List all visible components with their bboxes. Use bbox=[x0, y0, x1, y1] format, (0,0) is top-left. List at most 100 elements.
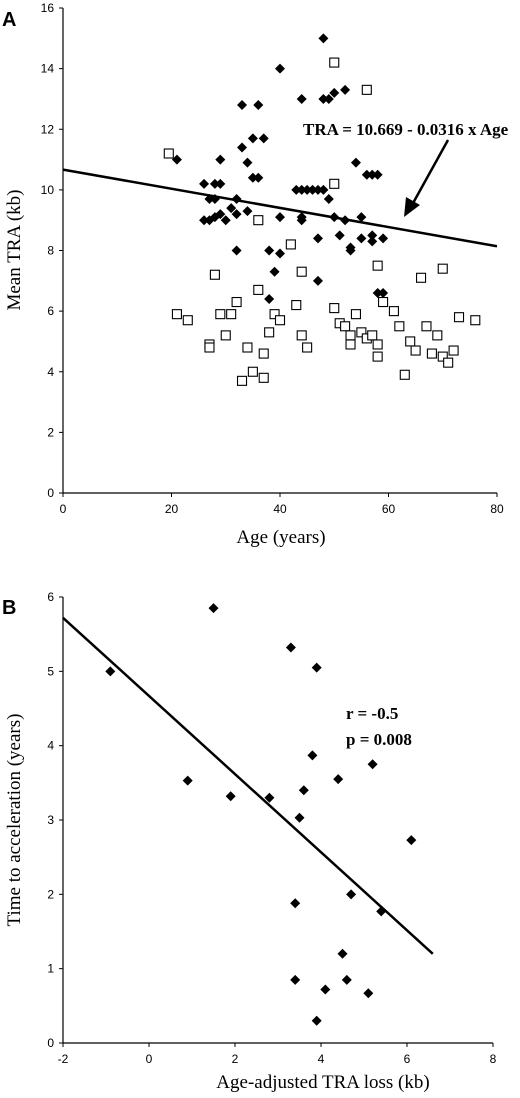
panel-a-point-open-square bbox=[437, 263, 448, 274]
panel-a-x-tick-label: 80 bbox=[490, 502, 504, 516]
panel-b-point-filled-diamond bbox=[225, 791, 236, 802]
panel-a-point-open-square bbox=[361, 84, 372, 95]
panel-b-y-tick-label: 0 bbox=[47, 1036, 54, 1050]
panel-b-point-filled-diamond bbox=[311, 1015, 322, 1026]
panel-a-point-open-square bbox=[388, 306, 399, 317]
panel-a-point-open-square bbox=[329, 57, 340, 68]
panel-b-p-value: p = 0.008 bbox=[346, 730, 412, 749]
panel-a-point-filled-diamond bbox=[231, 209, 242, 220]
panel-a-point-filled-diamond bbox=[345, 245, 356, 256]
panel-a-y-tick-label: 12 bbox=[41, 122, 55, 136]
panel-a-point-open-square bbox=[204, 342, 215, 353]
panel-a-point-filled-diamond bbox=[323, 93, 334, 104]
panel-b-point-filled-diamond bbox=[182, 775, 193, 786]
panel-a-point-filled-diamond bbox=[312, 275, 323, 286]
panel-a-point-open-square bbox=[264, 327, 275, 338]
panel-b-point-filled-diamond bbox=[290, 974, 301, 985]
panel-a-y-tick-label: 0 bbox=[47, 486, 54, 500]
panel-a-point-open-square bbox=[453, 312, 465, 323]
panel-b-x-tick-label: 8 bbox=[490, 1052, 497, 1066]
panel-a-point-open-square bbox=[285, 239, 296, 250]
panel-a-point-open-square bbox=[296, 266, 307, 277]
panel-a-point-filled-diamond bbox=[275, 248, 285, 259]
panel-a-point-filled-diamond bbox=[323, 193, 334, 204]
panel-a-point-open-square bbox=[182, 315, 193, 326]
panel-a-xlabel: Age (years) bbox=[236, 527, 325, 548]
panel-a-point-filled-diamond bbox=[350, 157, 361, 168]
panel-a-point-open-square bbox=[340, 321, 351, 332]
panel-a-point-filled-diamond bbox=[318, 33, 329, 44]
panel-a-point-filled-diamond bbox=[269, 266, 280, 277]
panel-a-point-open-square bbox=[242, 342, 253, 353]
panel-a-point-open-square bbox=[302, 342, 313, 353]
panel-b-plot: 0 1 2 3 4 5 6 -2 0 2 4 6 8 bbox=[47, 590, 496, 1066]
panel-b-point-filled-diamond bbox=[285, 642, 296, 653]
panel-a-point-filled-diamond bbox=[296, 93, 307, 104]
panel-a-point-open-square bbox=[269, 309, 280, 320]
panel-a-point-open-square bbox=[394, 321, 405, 332]
panel-a-point-open-square bbox=[247, 366, 258, 377]
panel-a-point-filled-diamond bbox=[367, 169, 378, 180]
panel-a-y-tick-label: 4 bbox=[47, 365, 54, 379]
panel-a-point-filled-diamond bbox=[291, 184, 302, 195]
panel-a-point-open-square bbox=[258, 348, 269, 359]
panel-b-point-filled-diamond bbox=[307, 750, 318, 761]
panel-b-point-filled-diamond bbox=[290, 898, 301, 909]
panel-a-point-open-square bbox=[209, 269, 220, 280]
panel-a-x-tick-label: 20 bbox=[165, 502, 179, 516]
panel-b-y-tick-label: 3 bbox=[47, 813, 54, 827]
panel-a-fit-equation: TRA = 10.669 - 0.0316 x Age bbox=[303, 120, 509, 139]
panel-b-point-filled-diamond bbox=[333, 774, 344, 785]
panel-b-y-tick-label: 1 bbox=[47, 962, 54, 976]
panel-a-y-tick-label: 8 bbox=[47, 244, 54, 258]
panel-b-label: B bbox=[2, 597, 16, 619]
panel-b-x-tick-label: -2 bbox=[58, 1052, 69, 1066]
panel-a-y-tick-label: 14 bbox=[41, 62, 55, 76]
panel-a-x-tick-label: 0 bbox=[60, 502, 67, 516]
panel-a-plot: 0 2 4 6 8 10 12 14 16 0 20 40 60 80 bbox=[41, 1, 504, 516]
panel-a-point-open-square bbox=[405, 336, 416, 347]
panel-a-y-tick-label: 10 bbox=[41, 183, 55, 197]
panel-b-point-filled-diamond bbox=[298, 785, 309, 796]
panel-a-point-filled-diamond bbox=[209, 178, 220, 189]
panel-a-point-open-square bbox=[215, 309, 226, 320]
panel-b-point-filled-diamond bbox=[341, 974, 352, 985]
panel-a-point-filled-diamond bbox=[302, 184, 313, 195]
panel-a-point-filled-diamond bbox=[199, 178, 210, 189]
panel-a-point-open-square bbox=[258, 372, 269, 383]
panel-b-x-tick-label: 2 bbox=[232, 1052, 239, 1066]
panel-a-ylabel: Mean TRA (kb) bbox=[4, 189, 25, 310]
panel-b-point-filled-diamond bbox=[311, 662, 322, 673]
panel-b-point-filled-diamond bbox=[208, 603, 219, 614]
panel-b-point-filled-diamond bbox=[367, 759, 378, 770]
panel-a-point-filled-diamond bbox=[253, 100, 264, 110]
panel-a-point-open-square bbox=[220, 330, 231, 341]
panel-a-point-filled-diamond bbox=[318, 93, 329, 104]
panel-a-y-tick-label: 16 bbox=[41, 1, 55, 15]
panel-a-point-open-square bbox=[356, 327, 367, 338]
panel-a-point-open-square bbox=[443, 357, 454, 368]
panel-a-point-filled-diamond bbox=[220, 215, 231, 226]
panel-a-arrow bbox=[404, 139, 450, 217]
panel-a-point-open-square bbox=[226, 309, 237, 320]
panel-a-point-filled-diamond bbox=[204, 193, 215, 204]
panel-a-point-filled-diamond bbox=[264, 294, 275, 304]
panel-a-point-open-square bbox=[399, 369, 410, 380]
panel-a-point-open-square bbox=[437, 351, 448, 362]
panel-a-point-filled-diamond bbox=[372, 287, 383, 298]
panel-b-y-tick-label: 6 bbox=[47, 590, 54, 604]
panel-a-point-filled-diamond bbox=[247, 133, 258, 144]
panel-a-point-open-square bbox=[367, 330, 378, 341]
panel-a-point-filled-diamond bbox=[340, 84, 351, 95]
panel-a-point-filled-diamond bbox=[215, 154, 226, 165]
panel-a-point-filled-diamond bbox=[334, 230, 345, 241]
panel-a-point-filled-diamond bbox=[329, 212, 340, 223]
panel-a-point-filled-diamond bbox=[171, 154, 182, 165]
panel-a-point-open-square bbox=[410, 345, 421, 356]
panel-b-x-tick-label: 0 bbox=[146, 1052, 153, 1066]
panel-a-point-filled-diamond bbox=[296, 184, 307, 195]
panel-b-x-tick-label: 6 bbox=[404, 1052, 411, 1066]
panel-a-point-filled-diamond bbox=[312, 233, 323, 244]
panel-a-point-open-square bbox=[350, 309, 362, 320]
